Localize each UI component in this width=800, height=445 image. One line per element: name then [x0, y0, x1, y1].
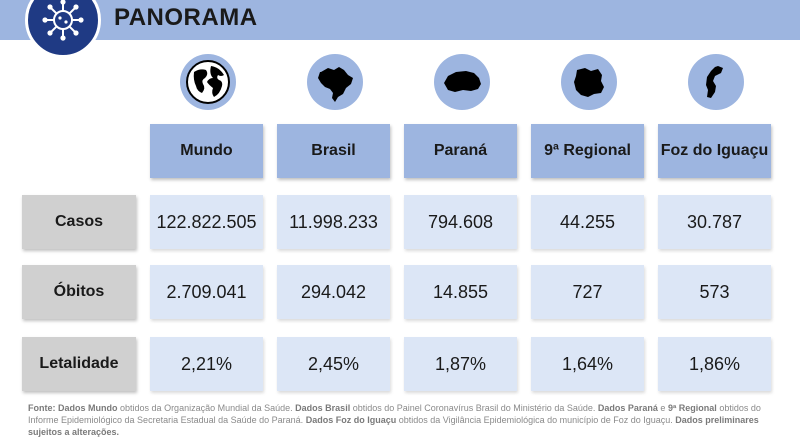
cell-letalidade-foz: 1,86% — [658, 337, 771, 391]
column-header-regional: 9ª Regional — [531, 124, 644, 178]
cell-letalidade-parana: 1,87% — [404, 337, 517, 391]
column-header-parana: Paraná — [404, 124, 517, 178]
cell-casos-mundo: 122.822.505 — [150, 195, 263, 249]
globe-icon — [180, 54, 236, 110]
cell-casos-foz: 30.787 — [658, 195, 771, 249]
column-header-brasil: Brasil — [277, 124, 390, 178]
row-label-casos: Casos — [22, 195, 136, 249]
footnote-brasil-label: Dados Brasil — [295, 403, 351, 413]
footnote-foz-label: Dados Foz do Iguaçu — [305, 415, 397, 425]
source-footnote: Fonte: Dados Mundo obtidos da Organizaçã… — [28, 402, 776, 438]
page-title: PANORAMA — [114, 4, 258, 31]
footnote-regional-label: 9ª Regional — [667, 403, 717, 413]
cell-obitos-foz: 573 — [658, 265, 771, 319]
footnote-parana-label: Dados Paraná — [597, 403, 658, 413]
footnote-fonte: Fonte: — [28, 403, 56, 413]
virus-icon — [42, 0, 84, 41]
title-bar — [0, 0, 800, 40]
footnote-regional-text: obtidos do Informe Epidemiológico da Sec… — [28, 403, 761, 425]
brazil-map-icon — [307, 54, 363, 110]
cell-letalidade-regional: 1,64% — [531, 337, 644, 391]
footnote-parana-text: e — [660, 403, 666, 413]
cell-obitos-regional: 727 — [531, 265, 644, 319]
cell-letalidade-mundo: 2,21% — [150, 337, 263, 391]
row-label-letalidade: Letalidade — [22, 337, 136, 391]
column-header-mundo: Mundo — [150, 124, 263, 178]
regional-map-icon — [561, 54, 617, 110]
cell-casos-regional: 44.255 — [531, 195, 644, 249]
cell-obitos-parana: 14.855 — [404, 265, 517, 319]
footnote-mundo-label: Dados Mundo — [58, 403, 118, 413]
logo-badge — [25, 0, 101, 58]
footnote-prelim: Dados preliminares sujeitos a alterações… — [28, 415, 759, 437]
cell-casos-brasil: 11.998.233 — [277, 195, 390, 249]
cell-obitos-brasil: 294.042 — [277, 265, 390, 319]
foz-map-icon — [688, 54, 744, 110]
cell-letalidade-brasil: 2,45% — [277, 337, 390, 391]
cell-obitos-mundo: 2.709.041 — [150, 265, 263, 319]
footnote-brasil-text: obtidos do Painel Coronavírus Brasil do … — [352, 403, 596, 413]
footnote-foz-text: obtidos da Vigilância Epidemiológica do … — [398, 415, 673, 425]
column-header-foz: Foz do Iguaçu — [658, 124, 771, 178]
footnote-mundo-text: obtidos da Organização Mundial da Saúde. — [120, 403, 293, 413]
row-label-obitos: Óbitos — [22, 265, 136, 319]
parana-map-icon — [434, 54, 490, 110]
cell-casos-parana: 794.608 — [404, 195, 517, 249]
